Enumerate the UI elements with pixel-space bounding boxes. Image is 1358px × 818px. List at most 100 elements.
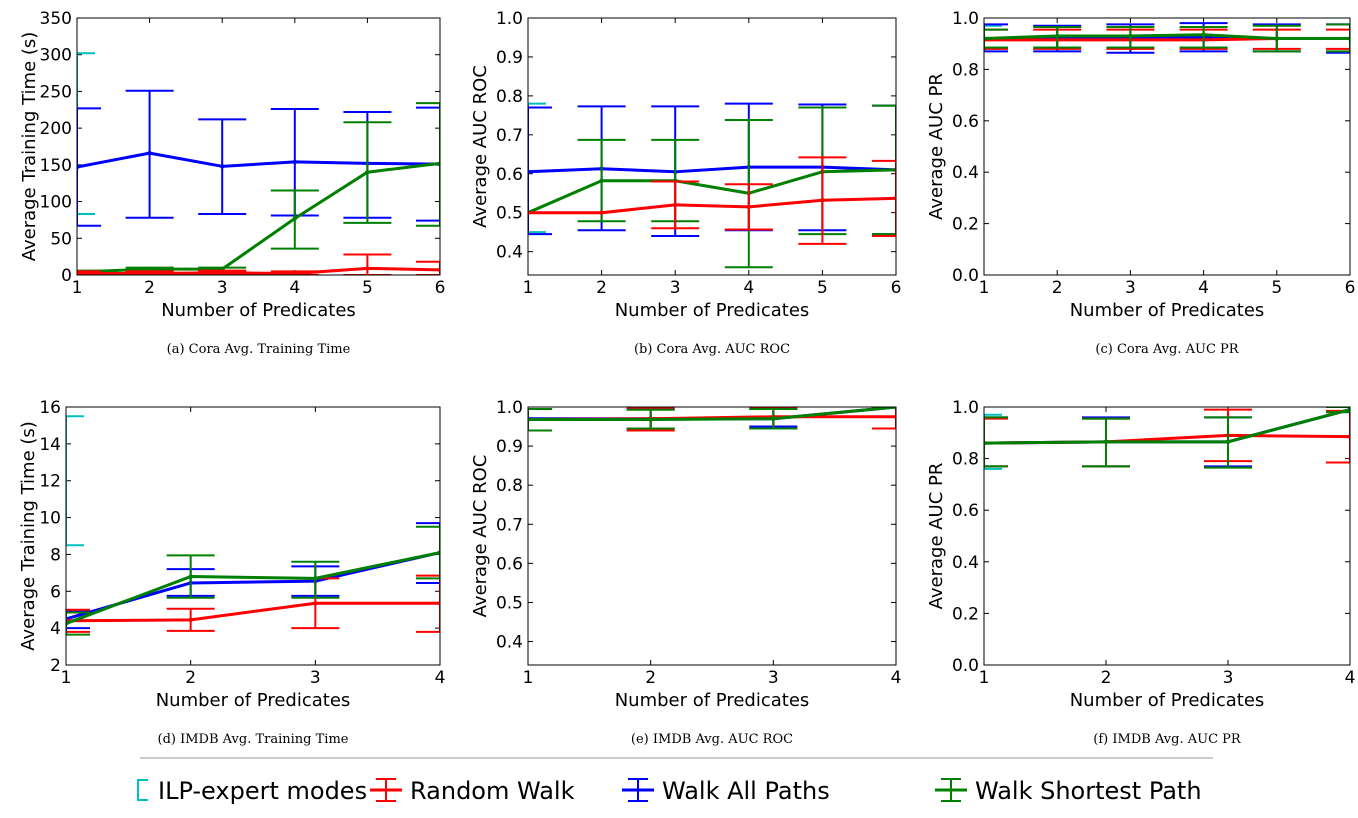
y-axis-label: Average AUC PR xyxy=(926,73,947,220)
data-point xyxy=(147,150,152,156)
y-tick-label: 1.0 xyxy=(952,398,979,418)
y-tick-label: 0.8 xyxy=(496,476,523,496)
data-point xyxy=(313,601,318,606)
y-tick-label: 0.4 xyxy=(952,553,979,573)
panel-caption: (a) Cora Avg. Training Time xyxy=(167,342,351,357)
x-tick-label: 3 xyxy=(217,278,228,298)
data-point xyxy=(820,198,825,203)
y-axis-label: Average AUC ROC xyxy=(470,65,491,228)
y-tick-label: 4 xyxy=(50,619,61,639)
plot-frame xyxy=(76,17,441,276)
data-point xyxy=(1128,33,1133,39)
series-line xyxy=(528,168,896,215)
y-tick-label: 0.6 xyxy=(496,165,523,185)
data-point xyxy=(188,574,193,579)
data-point xyxy=(599,178,604,183)
x-tick-label: 4 xyxy=(289,278,300,298)
series-line xyxy=(66,551,440,621)
series-walk-shortest-path xyxy=(66,525,440,636)
data-point xyxy=(984,440,987,446)
data-point xyxy=(771,416,776,421)
chart-panel-e: 1 2 3 4 0.4 0.5 0.6 0.7 0.8 0.9 1.0 Number of Predi… xyxy=(470,398,901,747)
legend-item-ilp-expert-modes: ILP-expert modes xyxy=(137,777,367,805)
data-point xyxy=(188,617,193,623)
plot-frame xyxy=(65,406,441,666)
x-tick-label: 2 xyxy=(1052,278,1063,298)
data-point xyxy=(893,407,896,410)
y-tick-label: 0.6 xyxy=(952,501,979,521)
data-point xyxy=(1055,33,1060,39)
chart-panel-b: 1 2 3 4 5 6 0.4 0.5 0.6 0.7 0.8 0.9 1.0 Number of Pre… xyxy=(470,9,901,357)
y-tick-label: 2 xyxy=(50,656,61,676)
plot-frame xyxy=(983,17,1351,276)
data-point xyxy=(599,210,604,215)
x-tick-label: 1 xyxy=(979,278,990,298)
y-axis-label: Average Training Time (s) xyxy=(19,32,40,262)
data-point xyxy=(77,164,80,170)
series-walk-shortest-path xyxy=(528,104,896,269)
plot-area xyxy=(984,407,1350,470)
x-tick-label: 3 xyxy=(768,668,779,688)
y-tick-label: 6 xyxy=(50,582,61,602)
y-axis-label: Average Training Time (s) xyxy=(18,421,39,651)
data-point xyxy=(147,266,152,272)
series-line xyxy=(66,551,440,625)
x-tick-label: 4 xyxy=(1198,278,1209,298)
y-tick-label: 14 xyxy=(39,435,61,455)
series-line xyxy=(77,151,440,169)
series-line xyxy=(528,196,896,215)
y-tick-label: 50 xyxy=(50,229,72,249)
y-tick-label: 0.9 xyxy=(496,437,523,457)
data-point xyxy=(893,196,896,201)
x-tick-label: 2 xyxy=(1101,668,1112,688)
data-point xyxy=(528,210,531,215)
x-axis-label: Number of Predicates xyxy=(615,690,810,711)
y-tick-label: 150 xyxy=(40,156,72,176)
x-tick-label: 2 xyxy=(144,278,155,298)
data-point xyxy=(746,204,751,210)
plot-frame xyxy=(527,17,897,276)
y-tick-label: 100 xyxy=(40,193,72,213)
x-tick-label: 6 xyxy=(435,278,446,298)
x-tick-label: 3 xyxy=(1223,668,1234,688)
data-point xyxy=(292,159,297,165)
y-tick-label: 1.0 xyxy=(952,9,979,29)
data-point xyxy=(220,164,225,169)
data-point xyxy=(292,271,297,275)
x-axis-label: Number of Predicates xyxy=(615,300,810,321)
legend-label: Walk Shortest Path xyxy=(975,777,1202,805)
x-tick-label: 1 xyxy=(523,278,534,298)
x-tick-label: 2 xyxy=(645,668,656,688)
x-tick-label: 1 xyxy=(61,668,72,688)
plot-frame xyxy=(983,406,1351,666)
y-tick-label: 10 xyxy=(39,509,61,529)
series-walk-all-paths xyxy=(77,89,440,227)
data-point xyxy=(313,576,318,581)
legend: ILP-expert modes Random Walk Walk All Path… xyxy=(137,757,1213,805)
y-tick-label: 16 xyxy=(39,398,61,418)
legend-item-random-walk: Random Walk xyxy=(370,777,575,805)
y-tick-label: 350 xyxy=(40,9,72,29)
x-tick-label: 4 xyxy=(743,278,754,298)
data-point xyxy=(673,202,678,208)
y-tick-label: 0.8 xyxy=(496,87,523,107)
data-point xyxy=(66,621,69,626)
series-random-walk xyxy=(528,156,896,245)
data-point xyxy=(648,417,653,422)
y-tick-label: 0.5 xyxy=(496,593,523,613)
x-axis-label: Number of Predicates xyxy=(156,690,351,711)
y-tick-label: 0.8 xyxy=(952,450,979,470)
data-point xyxy=(1274,36,1280,41)
series-line xyxy=(66,601,440,623)
panel-caption: (e) IMDB Avg. AUC ROC xyxy=(631,732,793,747)
x-tick-label: 1 xyxy=(979,668,990,688)
panel-caption: (b) Cora Avg. AUC ROC xyxy=(634,342,790,357)
x-tick-label: 6 xyxy=(1345,278,1356,298)
y-tick-label: 0.0 xyxy=(952,656,979,676)
data-point xyxy=(437,550,440,555)
y-tick-label: 200 xyxy=(40,119,72,139)
panel-caption: (f) IMDB Avg. AUC PR xyxy=(1093,732,1242,747)
x-axis-label: Number of Predicates xyxy=(1070,690,1265,711)
